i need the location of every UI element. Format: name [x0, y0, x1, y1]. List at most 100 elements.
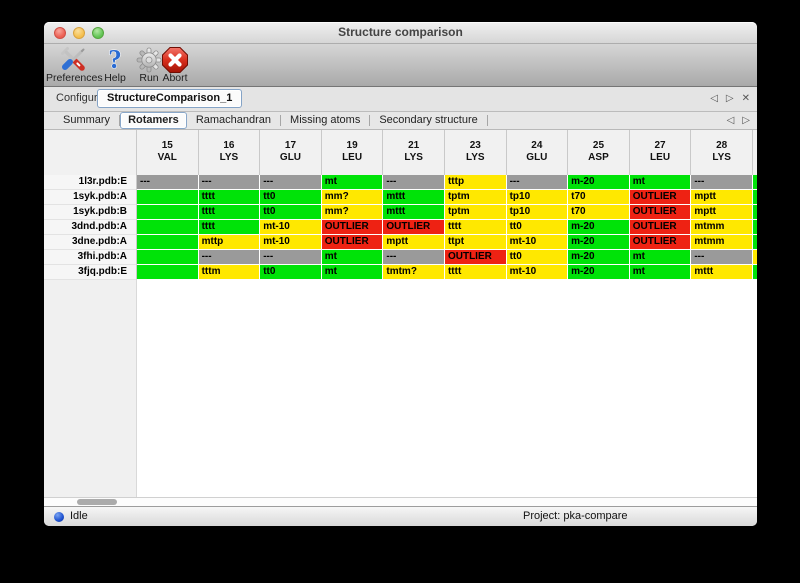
rotamer-cell[interactable]: --- — [383, 250, 445, 265]
rotamer-cell[interactable]: tttt — [444, 220, 507, 235]
rotamer-cell[interactable]: mttt — [383, 205, 445, 220]
rotamer-cell[interactable]: mtmm — [691, 220, 753, 235]
rotamer-cell[interactable]: mptt — [383, 235, 445, 250]
tab-ramachandran[interactable]: Ramachandran — [195, 114, 272, 126]
row-label[interactable]: 3dnd.pdb:A — [44, 220, 137, 235]
rotamer-cell[interactable] — [137, 235, 199, 250]
rotamer-cell[interactable]: mt — [629, 250, 692, 265]
row-label[interactable]: 3fjq.pdb:E — [44, 265, 137, 280]
column-header-16-LYS[interactable]: 16 LYS — [198, 130, 261, 175]
column-header-19-LEU[interactable]: 19 LEU — [321, 130, 384, 175]
column-header-25-ASP[interactable]: 25 ASP — [568, 130, 630, 175]
rotamer-cell[interactable]: tp10 — [506, 205, 569, 220]
run-button[interactable]: Run — [135, 46, 163, 85]
rotamer-cell[interactable]: mt — [321, 265, 384, 280]
rotamer-cell[interactable]: --- — [137, 175, 199, 190]
column-header-15-VAL[interactable]: 15 VAL — [137, 130, 199, 175]
rotamer-cell[interactable]: mttt — [691, 265, 753, 280]
rotamer-cell[interactable]: mt-10 — [506, 265, 569, 280]
prev-configuration-icon[interactable]: ◁ — [710, 93, 718, 104]
rotamer-cell[interactable]: --- — [198, 250, 261, 265]
rotamer-cell[interactable]: m-20 — [568, 220, 630, 235]
rotamer-cell[interactable]: mt — [321, 175, 384, 190]
rotamer-cell[interactable]: OUTLIER — [629, 205, 692, 220]
title-bar[interactable]: Structure comparison — [44, 22, 757, 44]
tab-rotamers[interactable]: Rotamers — [120, 112, 187, 129]
rotamer-cell[interactable]: m-20 — [568, 175, 630, 190]
rotamer-cell[interactable]: ttpt — [444, 235, 507, 250]
rotamer-cell[interactable]: --- — [691, 250, 753, 265]
rotamer-cell[interactable]: mtmm — [691, 235, 753, 250]
rotamer-cell[interactable]: mt — [321, 250, 384, 265]
rotamer-cell[interactable]: tt0 — [506, 220, 569, 235]
rotamer-cell[interactable]: tttm — [198, 265, 261, 280]
rotamer-cell[interactable]: mt-10 — [506, 235, 569, 250]
rotamer-cell[interactable]: --- — [691, 175, 753, 190]
zoom-window-button[interactable] — [92, 27, 104, 39]
column-header-23-LYS[interactable]: 23 LYS — [444, 130, 507, 175]
rotamer-cell[interactable]: --- — [383, 175, 445, 190]
rotamer-cell[interactable]: OUTLIER — [444, 250, 507, 265]
rotamer-cell[interactable]: --- — [198, 175, 261, 190]
rotamer-cell[interactable]: tptm — [444, 205, 507, 220]
rotamer-cell[interactable]: --- — [260, 175, 322, 190]
rotamer-cell[interactable]: mt — [629, 175, 692, 190]
rotamer-cell[interactable]: mptt — [691, 190, 753, 205]
rotamer-cell[interactable]: m-20 — [568, 250, 630, 265]
tab-secondary-structure[interactable]: Secondary structure — [379, 114, 478, 126]
rotamer-cell[interactable]: tt0 — [260, 205, 322, 220]
close-configuration-icon[interactable]: ✕ — [741, 93, 750, 104]
rotamer-cell[interactable]: mm? — [321, 190, 384, 205]
close-window-button[interactable] — [54, 27, 66, 39]
row-label[interactable]: 3fhi.pdb:A — [44, 250, 137, 265]
rotamer-cell[interactable] — [137, 190, 199, 205]
rotamer-cell[interactable] — [137, 205, 199, 220]
rotamer-cell[interactable]: tttp — [444, 175, 507, 190]
column-header-17-GLU[interactable]: 17 GLU — [260, 130, 322, 175]
rotamer-cell[interactable]: tttt — [198, 205, 261, 220]
next-configuration-icon[interactable]: ▷ — [725, 93, 734, 104]
rotamer-cell[interactable]: --- — [506, 175, 569, 190]
rotamer-cell[interactable]: mt — [629, 265, 692, 280]
rotamer-cell[interactable]: t70 — [568, 190, 630, 205]
rotamer-cell[interactable] — [137, 250, 199, 265]
rotamer-cell[interactable]: tptm — [444, 190, 507, 205]
rotamer-cell[interactable]: m-20 — [568, 265, 630, 280]
rotamer-cell[interactable]: tt0 — [506, 250, 569, 265]
rotamer-cell[interactable]: tt0 — [260, 265, 322, 280]
column-header-24-GLU[interactable]: 24 GLU — [506, 130, 569, 175]
rotamer-cell[interactable]: tttt — [198, 220, 261, 235]
rotamer-cell[interactable]: mm? — [321, 205, 384, 220]
rotamer-cell[interactable]: --- — [260, 250, 322, 265]
row-label[interactable]: 1l3r.pdb:E — [44, 175, 137, 190]
rotamer-cell[interactable]: OUTLIER — [629, 190, 692, 205]
horizontal-scrollbar[interactable] — [44, 497, 757, 506]
row-label[interactable]: 1syk.pdb:B — [44, 205, 137, 220]
minimize-window-button[interactable] — [73, 27, 85, 39]
rotamer-cell[interactable]: mt-10 — [260, 220, 322, 235]
row-label[interactable]: 1syk.pdb:A — [44, 190, 137, 205]
column-header-28-LYS[interactable]: 28 LYS — [691, 130, 753, 175]
rotamer-cell[interactable]: mttt — [383, 190, 445, 205]
rotamer-cell[interactable]: tt0 — [260, 190, 322, 205]
rotamer-cell[interactable]: tmtm? — [383, 265, 445, 280]
rotamer-cell[interactable]: tp10 — [506, 190, 569, 205]
rotamer-cell[interactable]: mttp — [198, 235, 261, 250]
rotamer-cell[interactable] — [137, 220, 199, 235]
rotamer-cell[interactable]: OUTLIER — [629, 220, 692, 235]
tab-summary[interactable]: Summary — [63, 114, 111, 126]
rotamer-cell[interactable] — [137, 265, 199, 280]
preferences-button[interactable]: Preferences — [46, 46, 103, 85]
rotamer-cell[interactable]: tttt — [198, 190, 261, 205]
rotamer-cell[interactable]: OUTLIER — [321, 220, 384, 235]
rotamer-cell[interactable]: tttt — [444, 265, 507, 280]
rotamer-cell[interactable]: t70 — [568, 205, 630, 220]
rotamer-cell[interactable]: m-20 — [568, 235, 630, 250]
prev-tab-icon[interactable]: ◁ — [726, 115, 735, 126]
column-header-27-LEU[interactable]: 27 LEU — [629, 130, 692, 175]
row-label[interactable]: 3dne.pdb:A — [44, 235, 137, 250]
rotamer-cell[interactable]: mptt — [691, 205, 753, 220]
rotamer-cell[interactable]: OUTLIER — [383, 220, 445, 235]
help-button[interactable]: ? Help — [102, 46, 128, 85]
configuration-tab[interactable]: StructureComparison_1 — [97, 89, 243, 108]
